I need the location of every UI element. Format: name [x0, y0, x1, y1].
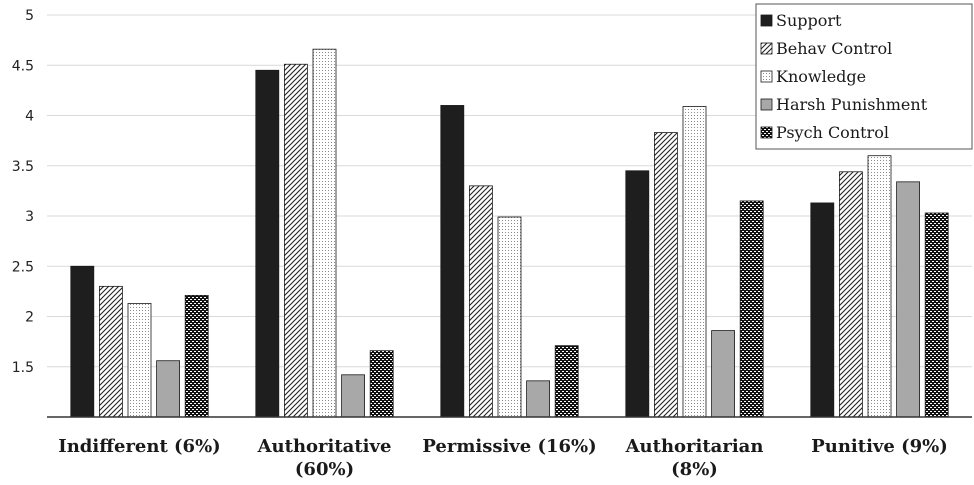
bar-harsh-punishment [526, 380, 550, 418]
bar-harsh-punishment [341, 374, 366, 418]
y-tick-label: 4.5 [12, 58, 34, 74]
category-label: Authoritarian [625, 436, 764, 457]
bar-knowledge [127, 303, 152, 418]
bar-knowledge [682, 106, 707, 418]
legend-label: Support [776, 11, 842, 30]
legend-swatch [760, 14, 773, 27]
legend-label: Knowledge [776, 67, 866, 86]
y-tick-label: 1.5 [12, 360, 34, 376]
category-label: Indifferent (6%) [58, 436, 220, 457]
legend-swatch [760, 42, 773, 55]
bar-harsh-punishment [711, 330, 735, 418]
bar-behav-control [283, 63, 308, 418]
bar-support [440, 105, 465, 418]
bar-support [625, 170, 650, 418]
category-label: Authoritative [257, 436, 392, 457]
category-label: Permissive (16%) [422, 436, 596, 457]
category-label: (8%) [671, 459, 718, 480]
legend: Support Behav Control Knowledge Harsh Punis… [755, 3, 973, 150]
y-tick-label: 5 [25, 8, 34, 24]
bar-psych-control [739, 200, 764, 418]
y-tick-label: 3 [25, 209, 34, 225]
y-axis-ticks: 1.5 2 2.5 3 3.5 4 4.5 5 [12, 8, 34, 376]
legend-swatch [760, 70, 773, 83]
bar-psych-control [369, 350, 394, 418]
bar-psych-control [924, 212, 949, 418]
legend-swatch [760, 98, 773, 111]
bar-behav-control [839, 171, 863, 418]
bar-support [810, 202, 835, 418]
category-label: (60%) [295, 459, 354, 480]
y-tick-label: 3.5 [12, 159, 34, 175]
y-tick-label: 2 [25, 310, 34, 326]
legend-box [755, 3, 973, 150]
y-tick-label: 4 [25, 109, 34, 125]
category-labels: Indifferent (6%) Authoritative(60%) Permis… [58, 436, 947, 480]
legend-label: Harsh Punishment [776, 95, 928, 114]
bar-psych-control [554, 345, 579, 418]
bar-harsh-punishment [896, 181, 920, 418]
bar-knowledge [867, 155, 892, 418]
bar-knowledge [312, 48, 337, 418]
bar-behav-control [468, 185, 493, 418]
bar-support [255, 69, 280, 418]
legend-swatch [760, 126, 773, 139]
bars [70, 48, 949, 418]
y-tick-label: 2.5 [12, 259, 34, 275]
bar-psych-control [184, 294, 209, 418]
legend-label: Psych Control [776, 123, 889, 142]
bar-behav-control [99, 285, 123, 418]
bar-support [70, 265, 95, 418]
legend-label: Behav Control [776, 39, 892, 58]
bar-harsh-punishment [156, 360, 181, 418]
bar-behav-control [654, 132, 678, 418]
category-label: Punitive (9%) [811, 436, 948, 457]
bar-knowledge [497, 216, 522, 418]
